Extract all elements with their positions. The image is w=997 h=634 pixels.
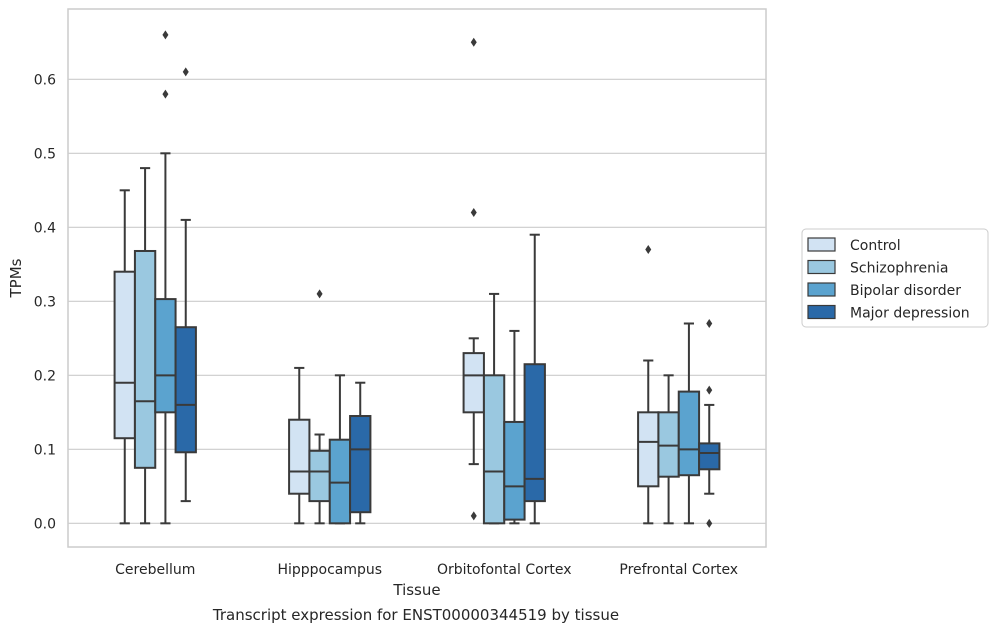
y-tick-label: 0.6: [34, 72, 56, 88]
box-iqr: [288, 418, 311, 495]
box-iqr: [462, 352, 485, 414]
legend-label: Schizophrenia: [850, 261, 948, 277]
y-tick-label: 0.5: [34, 146, 56, 162]
outlier-point: [706, 518, 713, 528]
box-cerebellum-schizophrenia: [133, 167, 157, 525]
legend-label: Major depression: [850, 306, 970, 322]
outlier-point: [706, 319, 713, 329]
box-orbitofontal-cortex-schizophrenia: [482, 292, 506, 525]
legend-box: [801, 228, 989, 328]
outlier-point: [316, 289, 323, 299]
y-tick-label: 0.2: [34, 368, 56, 384]
box-prefrontal-cortex-control: [637, 245, 660, 525]
box-iqr: [308, 449, 331, 503]
plot-frame: [67, 8, 767, 548]
box-iqr: [523, 363, 546, 503]
outlier-point: [470, 37, 477, 47]
box-iqr: [133, 249, 157, 469]
box-prefrontal-cortex-major-depression: [698, 319, 721, 528]
x-tick-label: Orbitofontal Cortex: [437, 562, 572, 578]
y-tick-label: 0.3: [34, 294, 56, 310]
box-iqr: [174, 326, 197, 454]
y-axis-label: TPMs: [7, 258, 25, 298]
y-tick-label: 0.4: [34, 220, 56, 236]
box-iqr: [328, 438, 352, 525]
y-tick-label: 0.1: [34, 442, 56, 458]
legend-label: Control: [850, 238, 901, 254]
box-orbitofontal-cortex-control: [462, 37, 485, 521]
box-hipppocampus-control: [288, 366, 311, 525]
box-hipppocampus-schizophrenia: [308, 289, 331, 525]
box-prefrontal-cortex-schizophrenia: [657, 374, 680, 525]
box-prefrontal-cortex-bipolar-disorder: [677, 322, 701, 525]
x-tick-label: Cerebellum: [115, 562, 195, 578]
box-iqr: [349, 415, 372, 514]
box-iqr: [482, 374, 506, 525]
figure-caption: Transcript expression for ENST0000034451…: [212, 606, 620, 624]
x-tick-labels: Cerebellum Hipppocampus Orbitofontal Corte…: [115, 562, 738, 578]
y-tick-labels: 0.0 0.1 0.2 0.3 0.4 0.5 0.6: [34, 72, 56, 532]
legend-swatch: [807, 282, 836, 297]
box-plot-marks: [113, 30, 721, 528]
legend-swatch: [807, 237, 836, 252]
box-iqr: [677, 390, 701, 477]
box-orbitofontal-cortex-bipolar-disorder: [503, 329, 526, 525]
outlier-point: [162, 30, 169, 40]
outlier-point: [182, 67, 189, 77]
legend: Control Schizophrenia Bipolar disorder Majo…: [801, 228, 989, 328]
legend-swatch: [807, 304, 836, 320]
x-axis-label: Tissue: [392, 581, 440, 599]
box-hipppocampus-major-depression: [349, 381, 372, 525]
box-cerebellum-control: [113, 189, 136, 525]
outlier-point: [162, 89, 169, 99]
box-iqr: [698, 442, 721, 471]
outlier-point: [706, 385, 713, 395]
legend-label: Bipolar disorder: [850, 283, 961, 299]
box-hipppocampus-bipolar-disorder: [328, 374, 352, 525]
outlier-point: [645, 245, 652, 255]
box-iqr: [154, 298, 177, 414]
x-tick-label: Hipppocampus: [277, 562, 382, 578]
outlier-point: [470, 208, 477, 218]
legend-swatch: [807, 259, 836, 275]
box-iqr: [637, 411, 660, 488]
box-orbitofontal-cortex-major-depression: [523, 233, 546, 525]
box-iqr: [113, 270, 136, 440]
y-tick-label: 0.0: [34, 516, 56, 532]
outlier-point: [470, 511, 477, 521]
box-iqr: [503, 420, 526, 521]
x-tick-label: Prefrontal Cortex: [619, 562, 738, 578]
box-iqr: [657, 411, 680, 478]
box-cerebellum-major-depression: [174, 67, 197, 503]
